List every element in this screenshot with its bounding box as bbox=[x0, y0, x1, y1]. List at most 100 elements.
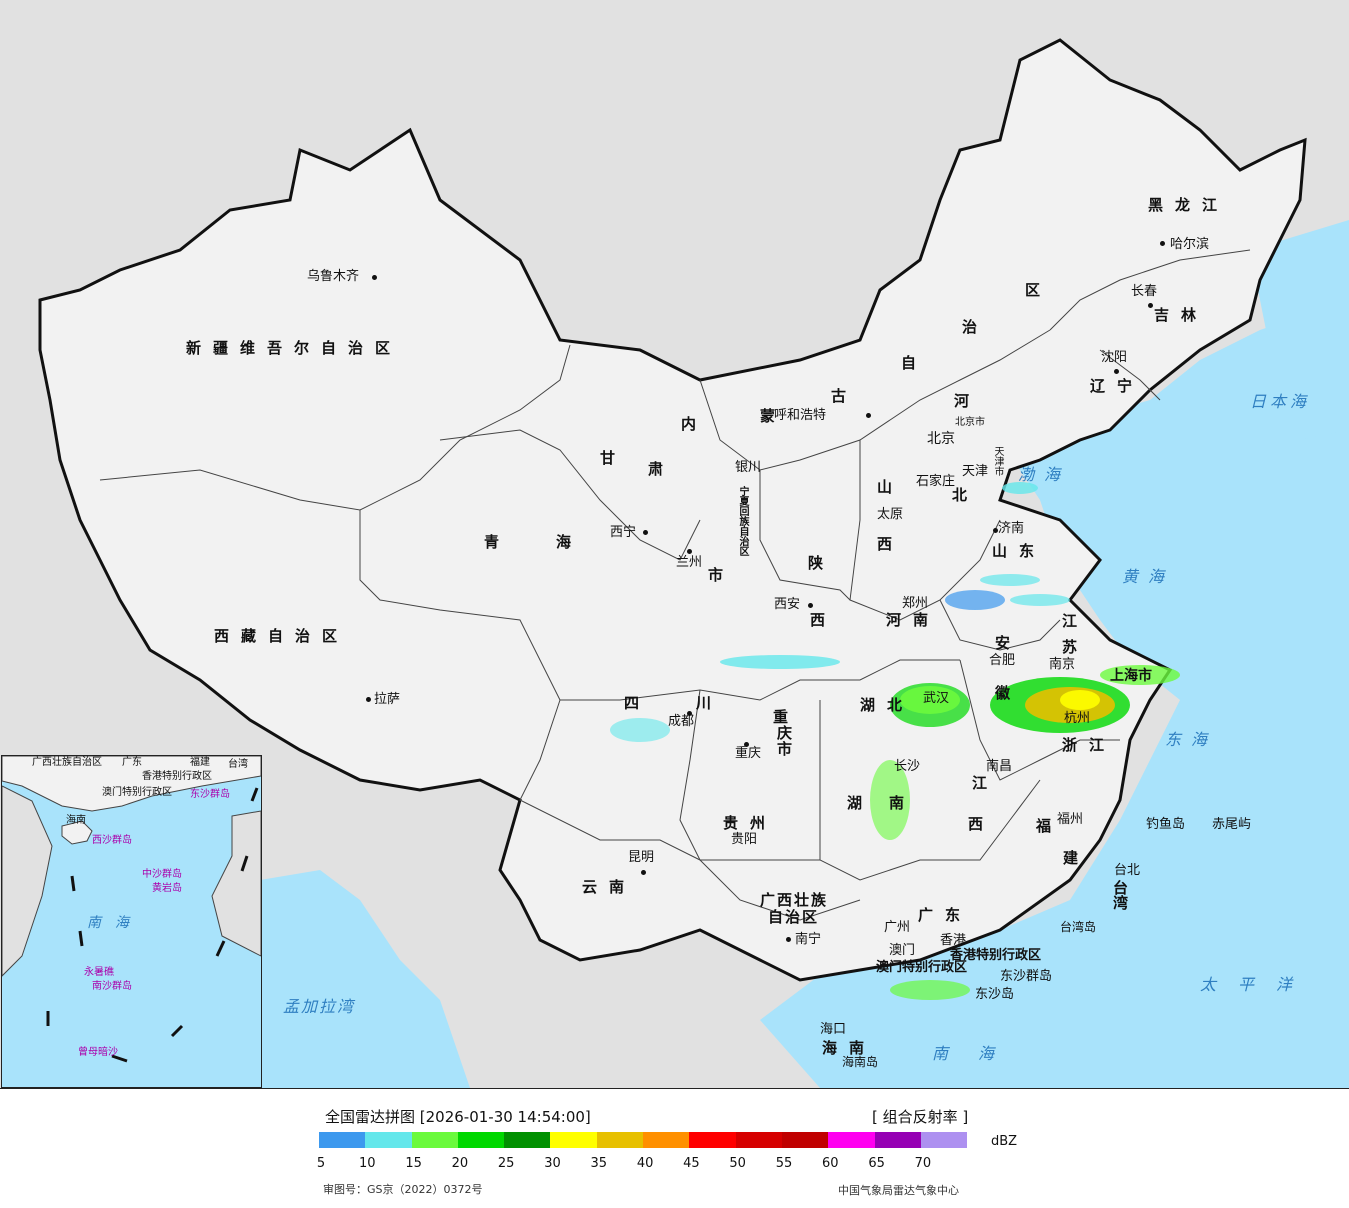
city-urumqi: 乌鲁木齐 bbox=[307, 269, 360, 284]
city-guangzhou: 广州 bbox=[884, 920, 911, 935]
colorbar-tick-label: 70 bbox=[914, 1156, 932, 1171]
city-xianggang: 香港 bbox=[940, 933, 967, 948]
map-approval-number: 审图号：GS京（2022）0372号 bbox=[323, 1183, 483, 1196]
province-shaanxi-1: 陕 bbox=[808, 554, 836, 572]
colorbar-tick-label: 45 bbox=[683, 1156, 700, 1171]
province-gansu-2: 肃 bbox=[648, 460, 676, 478]
colorbar-cell bbox=[457, 1132, 505, 1148]
map-area: 新疆维吾尔自治区 西藏自治区 青 海 甘 肃 市 内 蒙 古 自 治 区 黑龙江… bbox=[0, 0, 1349, 1089]
inset-label-hainan: 海南 bbox=[66, 815, 86, 826]
sea-bengal bbox=[260, 870, 470, 1088]
city-yinchuan: 银川 bbox=[735, 460, 762, 475]
province-neimeng-4: 自 bbox=[901, 354, 929, 372]
colorbar-cell bbox=[365, 1132, 412, 1148]
province-anhui-1: 安 bbox=[995, 634, 1023, 652]
province-sichuan-2: 川 bbox=[696, 694, 724, 712]
province-jiangxi-2: 西 bbox=[968, 815, 996, 833]
province-sichuan-1: 四 bbox=[624, 694, 652, 712]
city-dot bbox=[687, 711, 692, 716]
sea-donghai: 东海 bbox=[1165, 730, 1218, 749]
province-guangdong: 广东 bbox=[918, 906, 973, 924]
province-liaoning: 辽宁 bbox=[1090, 377, 1145, 395]
province-shanxi-1: 山 bbox=[877, 478, 905, 496]
colorbar-cell bbox=[411, 1132, 458, 1148]
city-guiyang: 贵阳 bbox=[731, 832, 758, 847]
city-dot bbox=[744, 742, 749, 747]
inset-label-zhongsha: 中沙群岛 bbox=[142, 869, 182, 880]
city-dot bbox=[687, 549, 692, 554]
city-dot bbox=[808, 603, 813, 608]
province-neimeng-3: 古 bbox=[831, 387, 859, 405]
city-dot bbox=[641, 870, 646, 875]
inset-philippines bbox=[211, 810, 261, 957]
city-nanjing: 南京 bbox=[1049, 657, 1076, 672]
inset-label-taiwan: 台湾 bbox=[228, 759, 248, 770]
province-qinghai-2: 海 bbox=[556, 533, 584, 551]
province-yunnan: 云南 bbox=[582, 878, 637, 896]
city-beijing: 北京 bbox=[927, 431, 955, 447]
colorbar-tick-label: 20 bbox=[451, 1156, 469, 1171]
inset-label-hk: 香港特别行政区 bbox=[142, 771, 212, 782]
city-hangzhou: 杭州 bbox=[1064, 711, 1091, 726]
colorbar-tick-label: 55 bbox=[775, 1156, 793, 1171]
province-henan: 河南 bbox=[886, 611, 941, 629]
city-dot bbox=[1148, 303, 1153, 308]
sea-ribenhai: 日本海 bbox=[1250, 392, 1311, 411]
province-hainan: 海南 bbox=[822, 1039, 877, 1057]
province-hunan-2: 南 bbox=[889, 794, 917, 812]
radar-echoes bbox=[610, 482, 1180, 1000]
province-shandong: 山东 bbox=[992, 542, 1047, 560]
inset-label-guangdong: 广东 bbox=[122, 757, 142, 768]
city-kunming: 昆明 bbox=[628, 850, 655, 865]
colorbar-cell bbox=[735, 1132, 782, 1148]
province-fujian-2: 建 bbox=[1063, 849, 1091, 867]
island-taiwandao: 台湾岛 bbox=[1060, 920, 1097, 934]
inset-label-zengmu: 曾母暗沙 bbox=[78, 1047, 118, 1058]
province-hunan-1: 湖 bbox=[847, 794, 875, 812]
colorbar-cell bbox=[550, 1132, 597, 1148]
province-taiwan: 台湾 bbox=[1111, 880, 1129, 910]
province-heilongjiang: 黑龙江 bbox=[1148, 196, 1230, 214]
province-borders bbox=[99, 249, 1251, 921]
city-chengdu: 成都 bbox=[668, 714, 695, 729]
producer-credit: 中国气象局雷达气象中心 bbox=[838, 1184, 959, 1197]
colorbar-tick-label: 5 bbox=[316, 1156, 326, 1171]
city-aomen: 澳门 bbox=[889, 943, 916, 958]
province-neimeng-1: 内 bbox=[681, 415, 709, 433]
city-lhasa: 拉萨 bbox=[374, 692, 401, 707]
sea-japan bbox=[1250, 220, 1349, 440]
island-hainandao: 海南岛 bbox=[842, 1055, 879, 1069]
province-hebei-1: 河 bbox=[954, 392, 982, 410]
city-dot bbox=[993, 528, 998, 533]
province-neimeng-2: 蒙 bbox=[760, 407, 788, 425]
city-xian: 西安 bbox=[774, 597, 801, 612]
province-macau-sar: 澳门特别行政区 bbox=[876, 960, 968, 975]
city-shijiazhuang: 石家庄 bbox=[916, 474, 956, 489]
colorbar-tick-label: 60 bbox=[822, 1156, 839, 1171]
province-neimeng-5: 治 bbox=[962, 318, 990, 336]
colorbar-cell bbox=[920, 1132, 968, 1148]
city-hohhot: 呼和浩特 bbox=[774, 408, 827, 423]
colorbar-cell bbox=[504, 1132, 551, 1148]
city-zhengzhou: 郑州 bbox=[902, 596, 929, 611]
city-wuhan: 武汉 bbox=[923, 691, 950, 706]
sea-huanghai: 黄海 bbox=[1122, 567, 1175, 586]
province-chongqing-1: 重 bbox=[773, 708, 801, 726]
province-gansu-3: 市 bbox=[708, 566, 736, 584]
china-outline bbox=[38, 38, 1307, 982]
colorbar-cell bbox=[689, 1132, 736, 1148]
sea-taipingyang: 太平洋 bbox=[1200, 975, 1315, 994]
province-jiangxi-1: 江 bbox=[972, 774, 1000, 792]
inset-label-yongshu: 永暑礁 bbox=[84, 967, 114, 978]
inset-label-xisha: 西沙群岛 bbox=[92, 835, 132, 846]
province-fujian-1: 福 bbox=[1036, 817, 1064, 835]
inset-label-nansha: 南沙群岛 bbox=[92, 981, 132, 992]
city-taiyuan: 太原 bbox=[877, 507, 904, 522]
city-haikou: 海口 bbox=[820, 1022, 847, 1037]
sea-bohai: 渤海 bbox=[1018, 465, 1071, 484]
sea-mengjialawan: 孟加拉湾 bbox=[283, 997, 356, 1016]
colorbar-tick-label: 25 bbox=[497, 1156, 515, 1171]
city-tianjin: 天津 bbox=[962, 464, 989, 479]
inset-label-huangyan: 黄岩岛 bbox=[152, 883, 182, 894]
legend-panel bbox=[0, 1089, 1349, 1208]
